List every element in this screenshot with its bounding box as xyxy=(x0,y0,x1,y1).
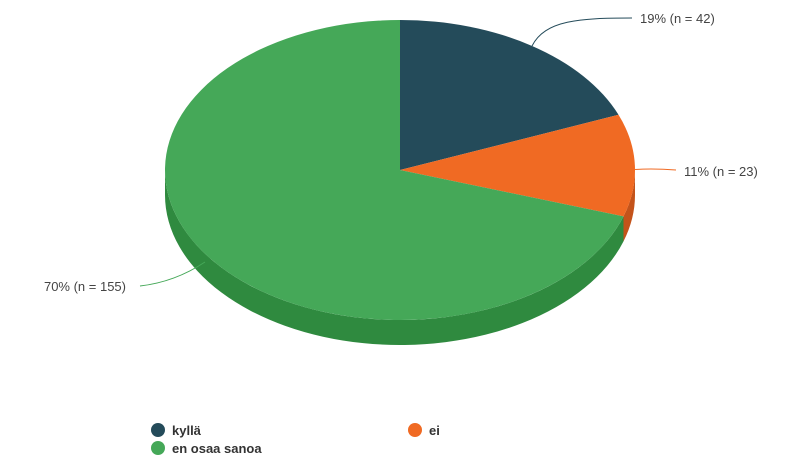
legend-marker-2 xyxy=(151,441,165,455)
pie-slice-0[interactable] xyxy=(400,20,619,170)
slice-value-label-0: 19% (n = 42) xyxy=(640,11,715,26)
slice-value-label-1: 11% (n = 23) xyxy=(684,164,758,179)
leader-line-2 xyxy=(139,261,206,287)
leader-line-0 xyxy=(531,17,633,47)
slice-labels: 19% (n = 42) 11% (n = 23) 70% (n = 155) xyxy=(44,11,758,294)
legend-marker-0 xyxy=(151,423,165,437)
pie-side-2-0 xyxy=(165,170,624,345)
pie-slice-1[interactable] xyxy=(400,114,635,217)
leader-line-1 xyxy=(627,168,677,171)
pie-slice-2[interactable] xyxy=(165,20,624,320)
legend-label-2: en osaa sanoa xyxy=(172,441,262,455)
slice-value-label-2: 70% (n = 155) xyxy=(44,279,126,294)
legend-label-0: kyllä xyxy=(172,423,202,438)
pie-side-1-0 xyxy=(623,170,635,242)
legend-marker-1 xyxy=(408,423,422,437)
pie-3d-sides xyxy=(165,170,635,345)
pie-slices xyxy=(165,20,635,320)
legend-label-1: ei xyxy=(429,423,440,438)
legend: kyllä ei en osaa sanoa xyxy=(151,423,440,456)
